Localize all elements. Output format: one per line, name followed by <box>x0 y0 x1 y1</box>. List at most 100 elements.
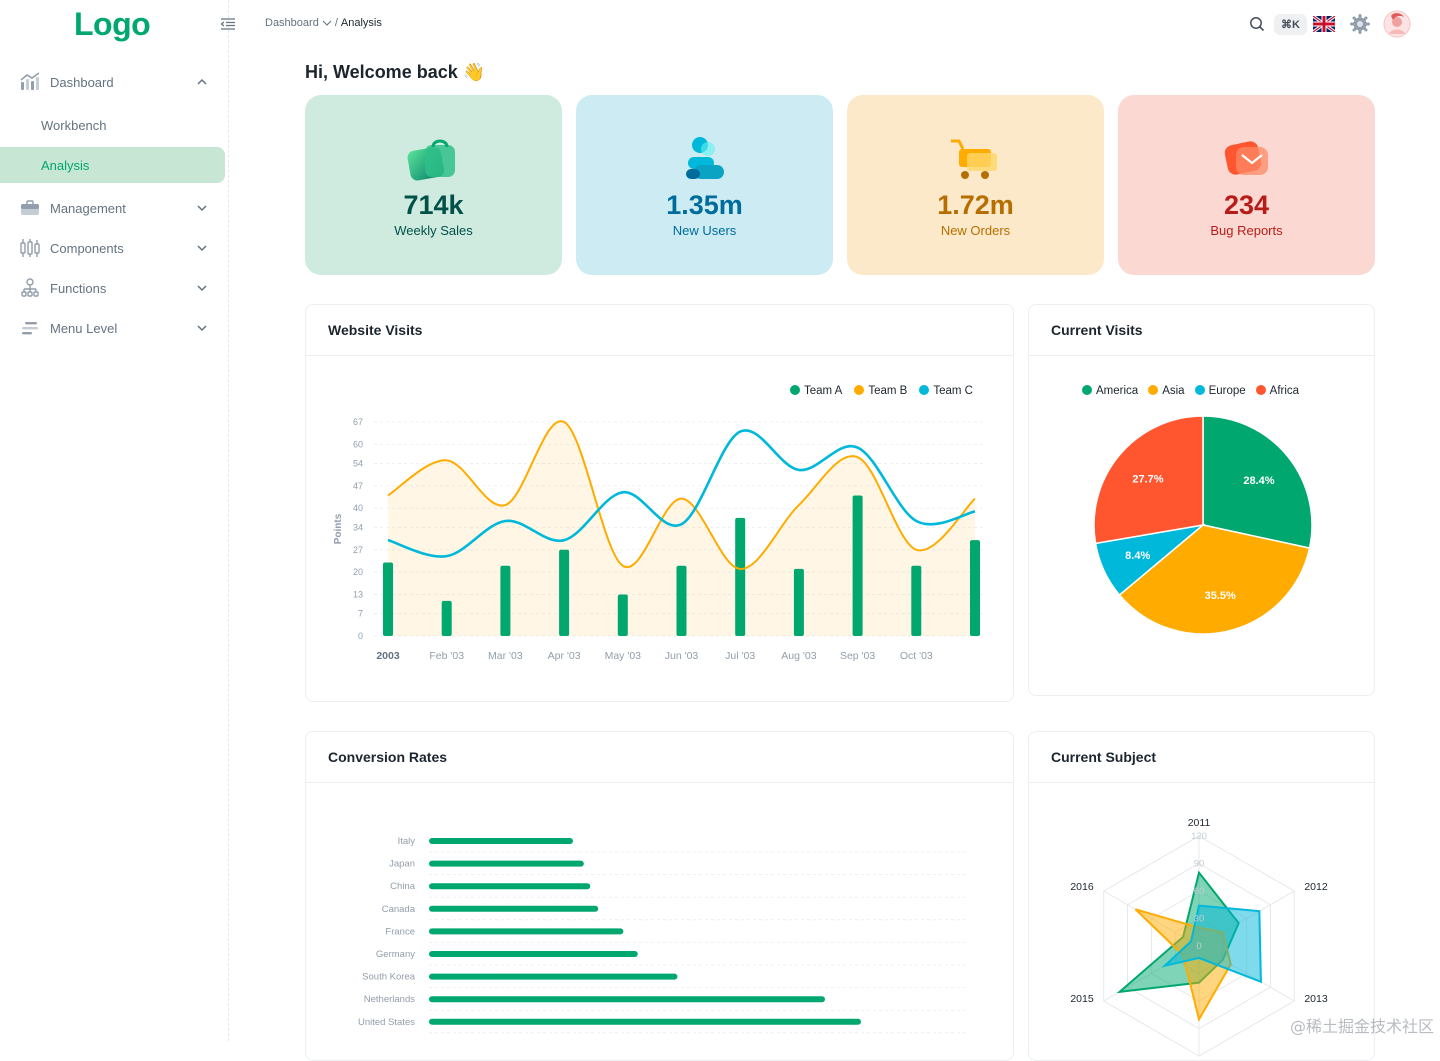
current-visits-chart: 28.4%35.5%8.4%27.7% <box>1029 305 1375 696</box>
sidebar-item-dashboard[interactable]: Dashboard <box>8 64 224 100</box>
stat-card-weekly-sales: 714k Weekly Sales <box>305 95 562 275</box>
y-tick-label: 54 <box>353 459 363 469</box>
y-tick-label: China <box>390 881 416 892</box>
pie-data-label: 35.5% <box>1205 590 1236 602</box>
welcome-heading: Hi, Welcome back 👋 <box>305 62 485 83</box>
y-tick-label: Netherlands <box>364 994 415 1005</box>
x-tick-label: 2003 <box>376 650 400 662</box>
top-bar: Dashboard / Analysis ⌘K <box>229 0 1440 48</box>
radar-axis-label: 2013 <box>1304 993 1328 1005</box>
y-axis-label: Points <box>333 513 344 544</box>
team-a-bar <box>911 566 921 636</box>
y-tick-label: United States <box>358 1017 415 1028</box>
search-icon[interactable] <box>1246 13 1268 35</box>
shopping-cart-icon <box>947 135 1005 183</box>
shortcut-label: ⌘K <box>1274 14 1307 35</box>
conversion-bar <box>429 974 677 980</box>
radar-axis-label: 2012 <box>1304 881 1328 893</box>
stat-label: Weekly Sales <box>305 223 562 238</box>
y-tick-label: 34 <box>353 522 363 532</box>
conversion-bar <box>429 996 825 1002</box>
x-tick-label: Apr '03 <box>548 650 581 662</box>
y-tick-label: 47 <box>353 481 363 491</box>
team-a-bar <box>970 540 980 636</box>
radar-tick-label: 60 <box>1194 886 1205 897</box>
breadcrumb-dashboard[interactable]: Dashboard <box>265 17 319 29</box>
breadcrumb: Dashboard / Analysis <box>265 17 382 29</box>
stat-value: 1.72m <box>847 190 1104 221</box>
x-tick-label: Feb '03 <box>429 650 464 662</box>
chevron-down-icon <box>194 280 210 296</box>
x-tick-label: Oct '03 <box>900 650 933 662</box>
sidebar-item-label: Menu Level <box>50 321 117 336</box>
hierarchy-icon <box>18 276 42 300</box>
sidebar-item-components[interactable]: Components <box>8 230 224 266</box>
conversion-rates-chart: ItalyJapanChinaCanadaFranceGermanySouth … <box>306 732 1014 1061</box>
y-tick-label: 13 <box>353 589 363 599</box>
chevron-up-icon <box>194 74 210 90</box>
x-tick-label: May '03 <box>605 650 642 662</box>
team-a-bar <box>677 566 687 636</box>
sidebar-item-functions[interactable]: Functions <box>8 270 224 306</box>
message-icon <box>1218 135 1276 183</box>
y-tick-label: France <box>385 926 415 937</box>
collapse-menu-icon[interactable] <box>220 16 236 32</box>
sidebar-item-menu-level[interactable]: Menu Level <box>8 310 224 346</box>
command-shortcut[interactable]: ⌘K <box>1274 13 1307 35</box>
uk-flag-icon[interactable] <box>1313 13 1335 35</box>
conversion-bar <box>429 1019 861 1025</box>
sidebar-item-label: Workbench <box>41 118 107 133</box>
team-a-bar <box>559 550 569 636</box>
shopping-bag-icon <box>405 135 463 183</box>
radar-axis-label: 2011 <box>1188 817 1211 829</box>
menu-level-icon <box>18 316 42 340</box>
sidebar: Logo Dashboard Workbench Analysis Manage… <box>0 0 229 1041</box>
y-tick-label: 20 <box>353 567 363 577</box>
sidebar-item-workbench[interactable]: Workbench <box>0 107 225 143</box>
dashboard-icon <box>18 70 42 94</box>
briefcase-icon <box>18 196 42 220</box>
y-tick-label: 7 <box>358 609 363 619</box>
y-tick-label: Germany <box>376 949 415 960</box>
stat-card-new-users: 1.35m New Users <box>576 95 833 275</box>
conversion-bar <box>429 928 623 934</box>
sidebar-item-label: Management <box>50 201 126 216</box>
sidebar-item-label: Analysis <box>41 158 89 173</box>
y-tick-label: 0 <box>358 631 363 641</box>
sidebar-item-analysis[interactable]: Analysis <box>0 147 225 183</box>
stat-card-new-orders: 1.72m New Orders <box>847 95 1104 275</box>
radar-tick-label: 0 <box>1196 941 1201 952</box>
stat-label: New Orders <box>847 223 1104 238</box>
y-tick-label: 27 <box>353 545 363 555</box>
watermark: @稀土掘金技术社区 <box>1290 1013 1434 1037</box>
sidebar-item-management[interactable]: Management <box>8 190 224 226</box>
logo[interactable]: Logo <box>74 6 150 43</box>
settings-gear-icon[interactable] <box>1349 13 1371 35</box>
components-icon <box>18 236 42 260</box>
stat-label: Bug Reports <box>1118 223 1375 238</box>
y-tick-label: 40 <box>353 503 363 513</box>
conversion-bar <box>429 951 638 957</box>
team-a-bar <box>853 495 863 636</box>
team-a-bar <box>500 566 510 636</box>
y-tick-label: Canada <box>382 904 416 915</box>
stat-value: 1.35m <box>576 190 833 221</box>
team-a-bar <box>383 563 393 636</box>
user-avatar[interactable] <box>1383 10 1411 38</box>
pie-data-label: 8.4% <box>1125 550 1150 562</box>
radar-tick-label: 120 <box>1191 831 1207 842</box>
chevron-down-icon[interactable] <box>322 18 332 28</box>
y-tick-label: South Korea <box>362 972 416 983</box>
radar-axis-label: 2016 <box>1070 881 1094 893</box>
x-tick-label: Sep '03 <box>840 650 875 662</box>
radar-tick-label: 30 <box>1194 914 1205 925</box>
x-tick-label: Aug '03 <box>781 650 816 662</box>
y-tick-label: Japan <box>389 859 415 870</box>
pie-data-label: 28.4% <box>1243 475 1274 487</box>
team-a-bar <box>794 569 804 636</box>
team-a-bar <box>618 594 628 636</box>
